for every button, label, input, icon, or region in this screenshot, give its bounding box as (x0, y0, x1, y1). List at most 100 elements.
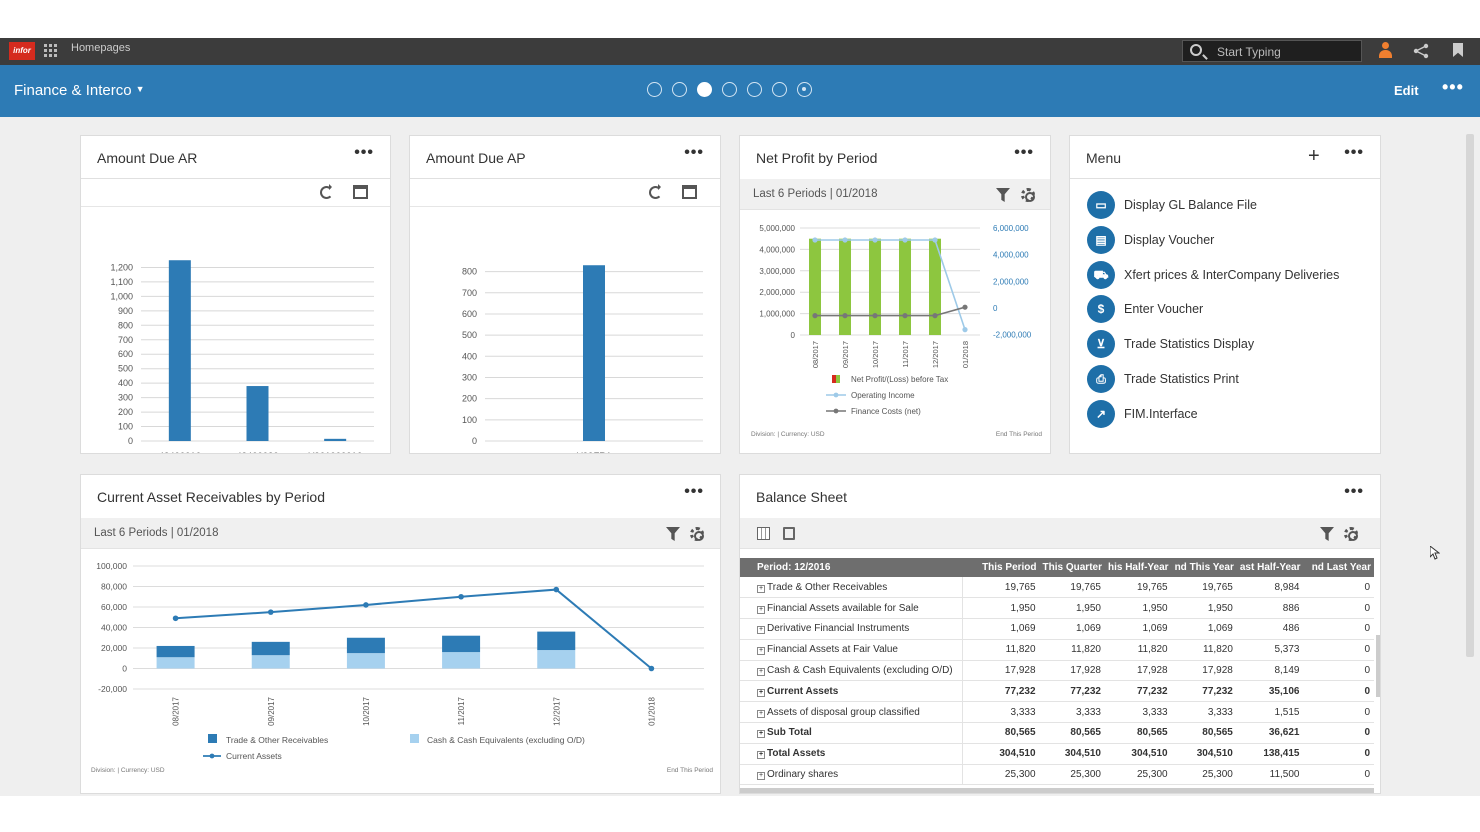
column-header[interactable]: This Period (962, 558, 1040, 577)
page-dot[interactable] (697, 82, 712, 97)
value-cell: 25,300 (962, 764, 1040, 786)
bar (246, 386, 269, 441)
filter-icon[interactable] (996, 188, 1010, 202)
y-tick-label: 3,000,000 (759, 267, 795, 276)
page-dot[interactable] (772, 82, 787, 97)
page-dot[interactable] (647, 82, 662, 97)
table-row[interactable]: + Current Assets 77,232 77,232 77,232 77,232 3… (740, 680, 1374, 703)
row-label: Current Assets (767, 685, 839, 697)
add-icon[interactable]: + (1308, 145, 1320, 167)
widget-more-button[interactable]: ••• (684, 144, 704, 161)
menu-item-label: Xfert prices & InterCompany Deliveries (1124, 267, 1340, 282)
expand-icon[interactable]: + (757, 668, 765, 677)
legend-swatch (836, 375, 840, 383)
x-tick-label: 08/2017 (172, 696, 181, 725)
operating-income-line-point (962, 327, 968, 333)
value-cell: 11,820 (1104, 639, 1172, 661)
y-tick-label: 600 (462, 309, 477, 319)
table-row[interactable]: + Derivative Financial Instruments 1,069 1,… (740, 618, 1374, 640)
bookmark-icon[interactable] (1453, 43, 1463, 57)
y2-tick-label: -2,000,000 (993, 331, 1032, 340)
finance-costs-line-point (812, 313, 818, 319)
y-tick-label: 100 (462, 415, 477, 425)
bar (168, 260, 191, 441)
column-header[interactable]: This Quarter (1039, 558, 1105, 577)
gear-icon[interactable] (1344, 527, 1358, 541)
header-more-button[interactable]: ••• (1442, 77, 1464, 97)
table-row[interactable]: + Financial Assets available for Sale 1,95… (740, 597, 1374, 620)
widget-more-button[interactable]: ••• (354, 144, 374, 161)
widget-more-button[interactable]: ••• (684, 483, 704, 500)
value-cell: 8,149 (1236, 660, 1304, 682)
table-row[interactable]: + Assets of disposal group classified 3,33… (740, 701, 1374, 724)
column-header[interactable]: ast Half-Year (1236, 558, 1304, 577)
expand-icon[interactable]: + (757, 584, 765, 593)
expand-icon[interactable]: + (757, 730, 765, 739)
filter-icon[interactable] (1320, 527, 1334, 541)
widget-more-button[interactable]: ••• (1344, 144, 1364, 161)
finance-costs-line-point (902, 313, 908, 319)
y-tick-label: 800 (462, 267, 477, 277)
export-icon[interactable] (682, 185, 697, 199)
user-icon[interactable] (1378, 42, 1392, 60)
column-header[interactable]: his Half-Year (1104, 558, 1172, 577)
x-tick-label: 43400020 (236, 451, 278, 453)
table-horizontal-scrollbar[interactable] (740, 788, 1374, 793)
filter-icon[interactable] (666, 527, 680, 541)
export-icon[interactable] (353, 185, 368, 199)
page-dot[interactable] (672, 82, 687, 97)
table-scrollbar[interactable] (1376, 635, 1380, 697)
expand-icon[interactable]: + (757, 605, 765, 614)
share-icon[interactable] (1413, 43, 1429, 59)
table-row[interactable]: + Total Assets 304,510 304,510 304,510 304,51… (740, 743, 1374, 765)
homepage-title-dropdown[interactable]: Finance & Interco ▼ (14, 82, 144, 99)
expand-icon[interactable]: + (757, 688, 765, 697)
y-tick-label: 100,000 (96, 561, 127, 571)
add-page-dot[interactable] (797, 82, 812, 97)
app-frame: infor Homepages Start Typing Finance & I… (0, 38, 1480, 796)
value-cell: 17,928 (962, 660, 1040, 682)
operating-income-line-point (872, 237, 878, 243)
expand-icon[interactable]: + (757, 751, 765, 760)
column-header[interactable]: nd This Year (1171, 558, 1237, 577)
edit-button[interactable]: Edit (1394, 83, 1419, 98)
search-input[interactable]: Start Typing (1182, 40, 1362, 62)
expand-icon[interactable]: + (757, 772, 765, 781)
table-view-icon[interactable] (757, 527, 770, 540)
app-grid-icon[interactable] (44, 44, 58, 58)
gear-icon[interactable] (690, 527, 704, 541)
save-icon[interactable] (783, 527, 795, 540)
table-row[interactable]: + Financial Assets at Fair Value 11,820 11,… (740, 639, 1374, 661)
expand-icon[interactable]: + (757, 709, 765, 718)
operating-income-line-point (932, 237, 938, 243)
dollar-icon: $ (1087, 295, 1115, 324)
search-placeholder: Start Typing (1217, 45, 1281, 59)
refresh-icon[interactable] (320, 184, 333, 199)
table-row[interactable]: + Trade & Other Receivables 19,765 19,765 19… (740, 577, 1374, 599)
page-dot[interactable] (747, 82, 762, 97)
expand-icon[interactable]: + (757, 647, 765, 656)
value-cell: 1,950 (962, 597, 1040, 620)
refresh-icon[interactable] (649, 184, 662, 199)
value-cell: 304,510 (1104, 743, 1172, 765)
bar (251, 655, 290, 669)
menu-item-label: Trade Statistics Display (1124, 337, 1255, 352)
value-cell: 25,300 (1104, 764, 1172, 786)
value-cell: 25,300 (1039, 764, 1105, 786)
bar (869, 238, 881, 335)
infor-logo[interactable]: infor (9, 42, 35, 60)
menu-item-label: Enter Voucher (1124, 302, 1204, 317)
widget-more-button[interactable]: ••• (1014, 144, 1034, 161)
expand-icon[interactable]: + (757, 626, 765, 635)
page-scrollbar[interactable] (1466, 134, 1474, 657)
column-header[interactable]: nd Last Year (1303, 558, 1374, 577)
page-dot[interactable] (722, 82, 737, 97)
period-column-header[interactable]: Period: 12/2016 (740, 558, 963, 577)
table-row[interactable]: + Ordinary shares 25,300 25,300 25,300 25,300… (740, 764, 1374, 786)
widget-more-button[interactable]: ••• (1344, 483, 1364, 500)
value-cell: 8,984 (1236, 577, 1304, 599)
table-row[interactable]: + Sub Total 80,565 80,565 80,565 80,565 36,621… (740, 722, 1374, 744)
gear-icon[interactable] (1021, 188, 1035, 202)
homepages-link[interactable]: Homepages (71, 42, 131, 54)
table-row[interactable]: + Cash & Cash Equivalents (excluding O/D)… (740, 660, 1374, 682)
